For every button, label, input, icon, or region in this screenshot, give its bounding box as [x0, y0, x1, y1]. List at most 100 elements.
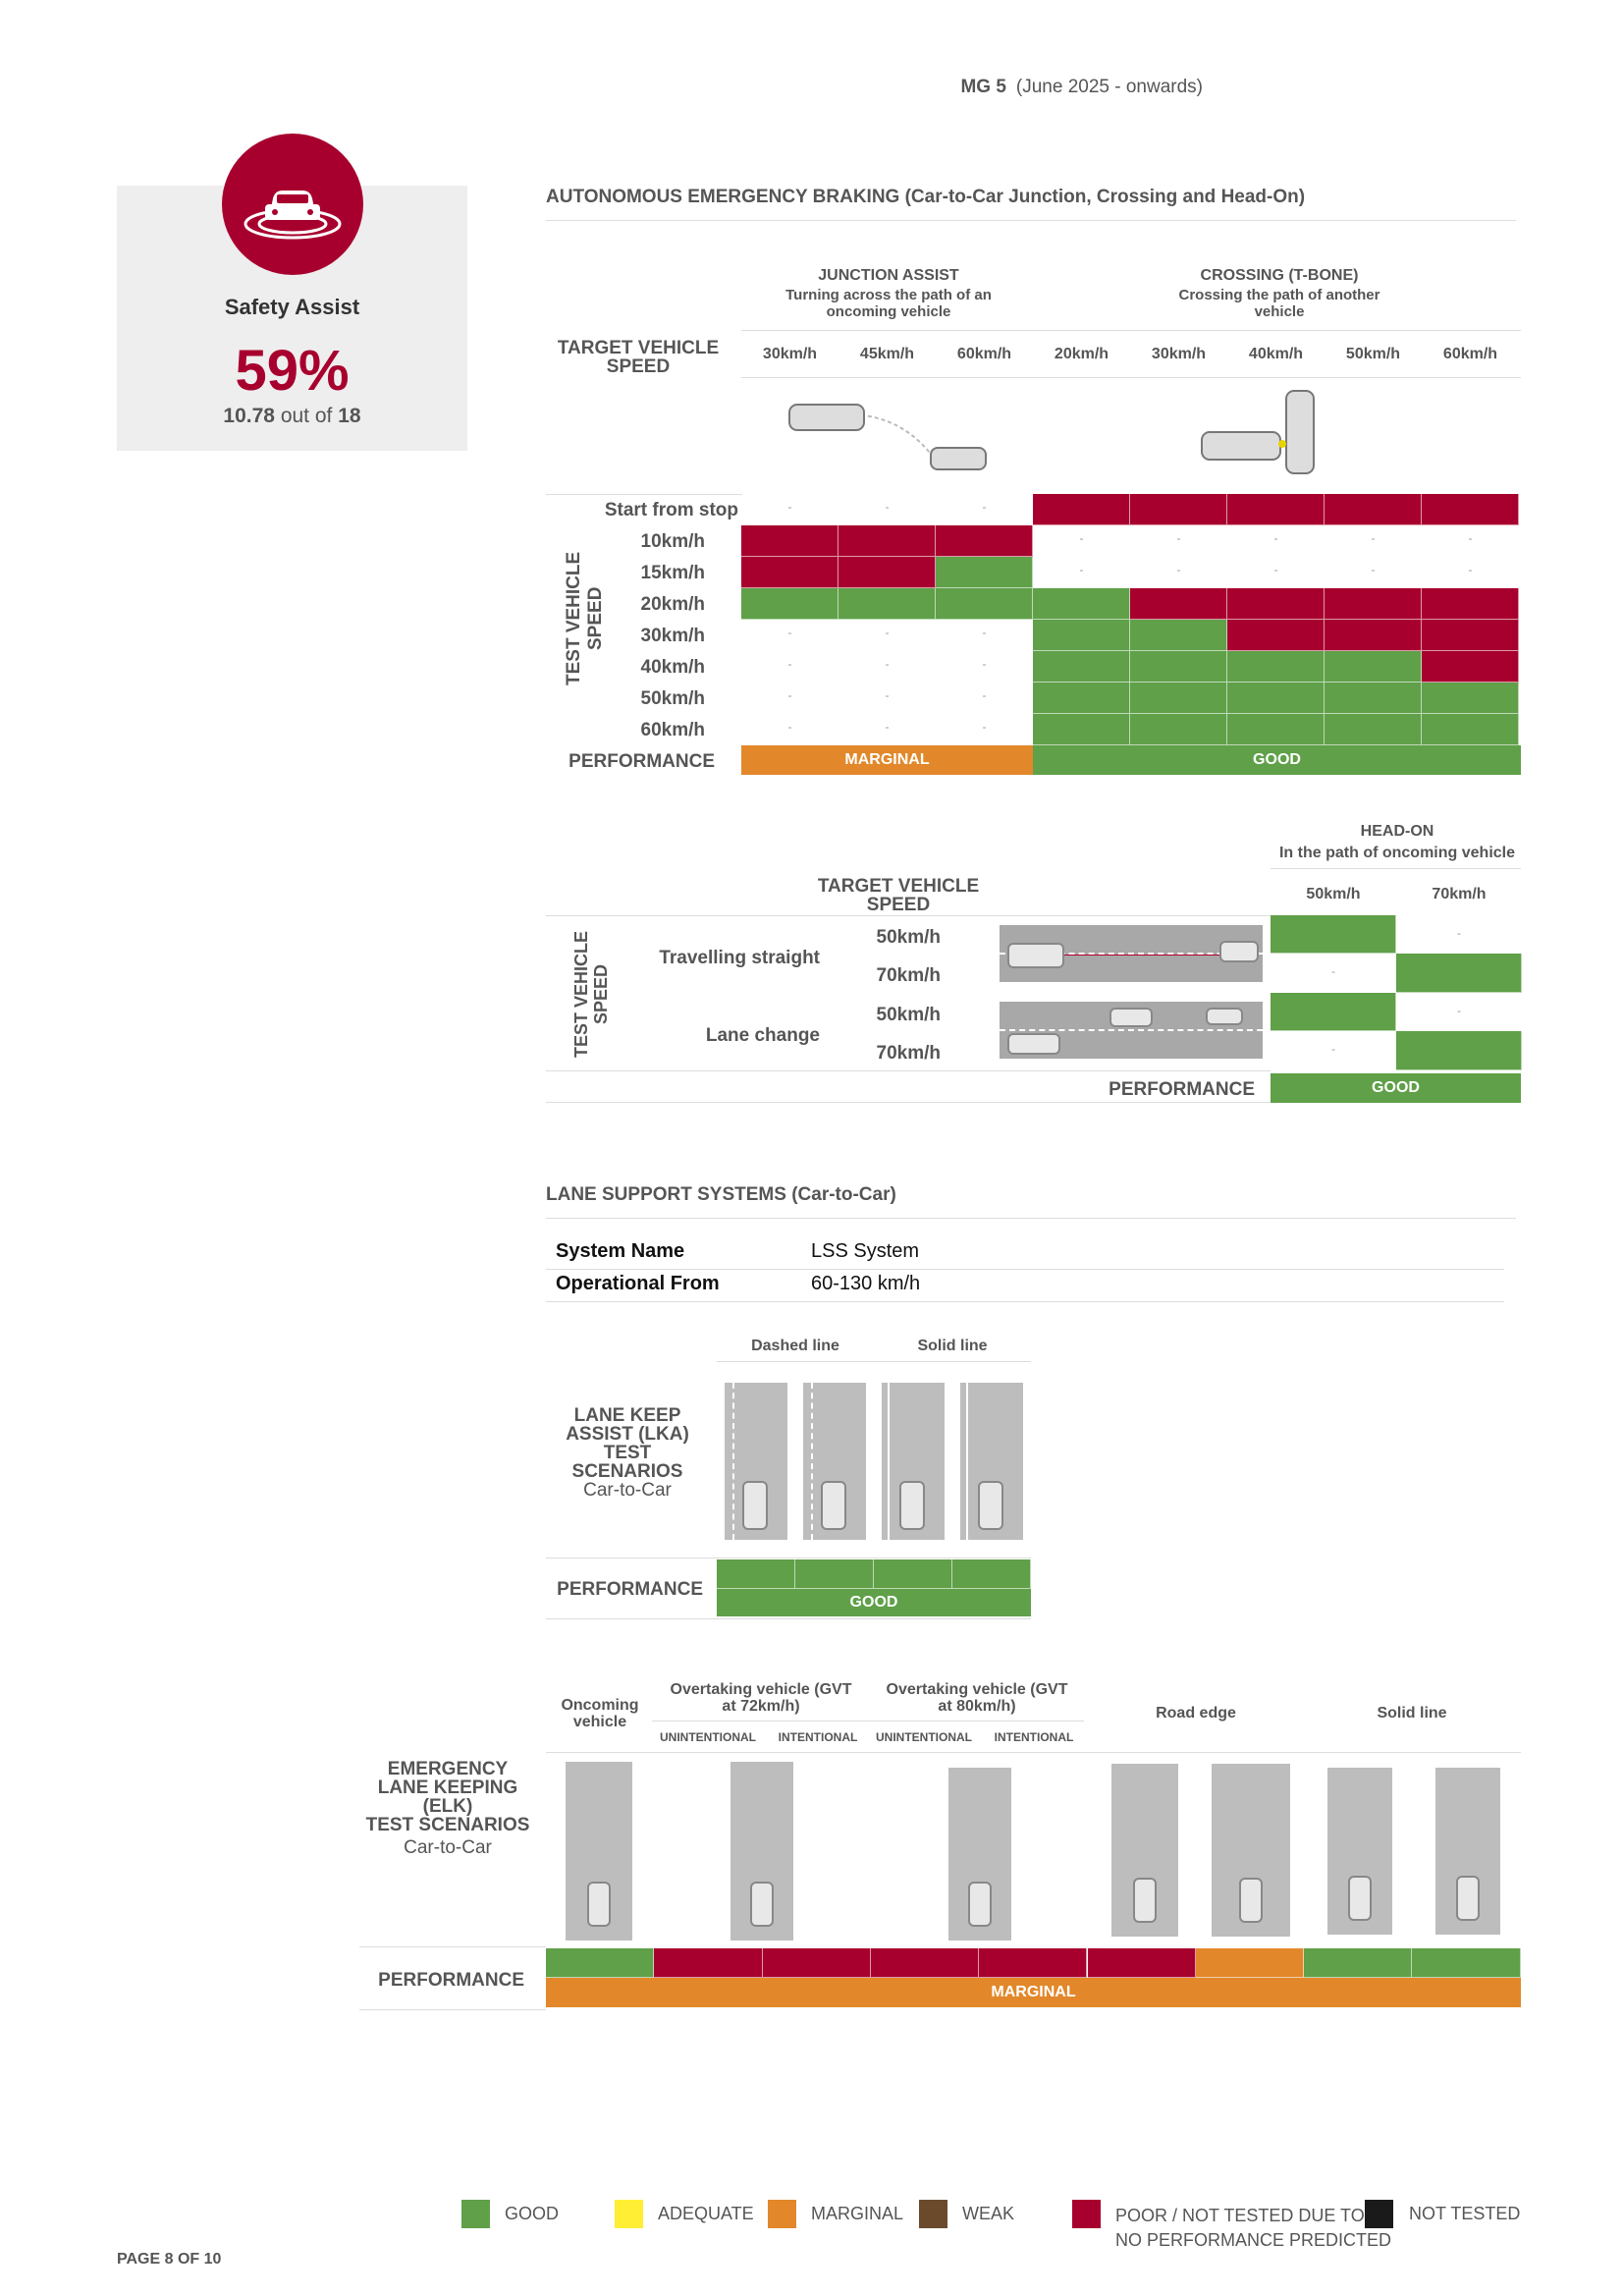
- lane-line: [732, 1383, 734, 1540]
- car-icon: [968, 1882, 992, 1927]
- lss-section-title: LANE SUPPORT SYSTEMS (Car-to-Car): [546, 1184, 896, 1205]
- aeb-cell-empty: -: [885, 688, 890, 702]
- aeb-cell-empty: -: [1079, 531, 1084, 545]
- aeb-title-rule: [546, 220, 1516, 221]
- aeb-cell-empty: -: [982, 688, 987, 702]
- aeb-row-label: 15km/h: [640, 563, 705, 583]
- elk-scenario-illustration: [730, 1762, 793, 1941]
- page-number: PAGE 8 OF 10: [117, 2251, 222, 2268]
- aeb-cell: [936, 525, 1033, 557]
- aeb-cell-empty: -: [885, 657, 890, 671]
- elk-subheader: INTENTIONAL: [778, 1730, 858, 1744]
- aeb-cell: [1325, 588, 1422, 620]
- legend-good: GOOD: [505, 2204, 560, 2223]
- aeb-cell-empty: -: [787, 688, 792, 702]
- aeb-row-label: 10km/h: [640, 531, 705, 552]
- elk-cell: [1195, 1948, 1305, 1978]
- lss-system-name: LSS System: [811, 1240, 920, 1262]
- legend-adequate-swatch: [615, 2200, 643, 2228]
- aeb-cell: [839, 588, 936, 620]
- safety-assist-score: 10.78 out of 18: [117, 405, 467, 428]
- legend-not-tested-swatch: [1365, 2200, 1393, 2228]
- lka-scenario-illustration: [725, 1383, 787, 1540]
- aeb-cell: [1130, 651, 1227, 683]
- lka-performance-label: PERFORMANCE: [557, 1579, 703, 1600]
- crossing-title: CROSSING (T-BONE): [1200, 267, 1359, 284]
- aeb-speed-header: 30km/h: [1151, 346, 1207, 362]
- lka-solid-header: Solid line: [917, 1338, 988, 1354]
- aeb-cell: [1033, 683, 1130, 714]
- aeb-speed-header: 50km/h: [1345, 346, 1401, 362]
- aeb-cell-empty: -: [885, 626, 890, 639]
- headon-end-rule: [546, 1102, 1271, 1103]
- junction-performance-bar: MARGINAL: [741, 745, 1033, 775]
- page-header: MG 5 (June 2025 - onwards): [960, 77, 1203, 98]
- aeb-cell: [1227, 620, 1325, 651]
- elk-performance-bar: MARGINAL: [546, 1978, 1521, 2007]
- aeb-cell: [1227, 714, 1325, 745]
- model-period: (June 2025 - onwards): [1015, 77, 1203, 97]
- aeb-cell: [1422, 494, 1519, 525]
- aeb-cell-empty: -: [1273, 531, 1278, 545]
- junction-illustration: [785, 393, 992, 481]
- elk-solid-line-header: Solid line: [1377, 1705, 1447, 1722]
- aeb-cell-empty: -: [1371, 563, 1376, 576]
- elk-cell: [546, 1948, 655, 1978]
- aeb-cell-empty: -: [885, 500, 890, 514]
- headon-performance-label: PERFORMANCE: [1109, 1079, 1255, 1100]
- lane-line: [888, 1383, 890, 1540]
- aeb-cell: [936, 588, 1033, 620]
- lka-cell: [795, 1559, 874, 1589]
- aeb-speed-header: 30km/h: [762, 346, 818, 362]
- elk-cell: [870, 1948, 980, 1978]
- lane-line: [811, 1383, 813, 1540]
- aeb-group-rule: [741, 330, 1521, 331]
- elk-end-rule: [359, 2009, 546, 2010]
- aeb-row-label: 30km/h: [640, 626, 705, 646]
- elk-label: EMERGENCY LANE KEEPING (ELK) TEST SCENAR…: [365, 1759, 530, 1858]
- legend-weak: WEAK: [962, 2204, 1015, 2223]
- aeb-cell: [1130, 494, 1227, 525]
- lka-scenario-illustration: [960, 1383, 1023, 1540]
- car-icon: [1456, 1876, 1480, 1921]
- model-name: MG 5: [960, 77, 1006, 97]
- elk-overtaking72-header: Overtaking vehicle (GVT at 72km/h): [670, 1681, 852, 1715]
- elk-cell: [1412, 1948, 1521, 1978]
- aeb-cell: [1033, 651, 1130, 683]
- aeb-cell: [741, 588, 839, 620]
- car-icon: [978, 1481, 1003, 1530]
- headon-straight-illustration: [1000, 925, 1263, 982]
- headon-cell-empty: -: [1331, 964, 1335, 978]
- aeb-cell: [1422, 683, 1519, 714]
- score-out-of: out of: [280, 405, 333, 427]
- legend-not-tested: NOT TESTED: [1409, 2204, 1521, 2223]
- aeb-cell-empty: -: [1176, 563, 1181, 576]
- lka-dashed-header: Dashed line: [751, 1338, 839, 1354]
- aeb-cell-empty: -: [787, 500, 792, 514]
- headon-cell-empty: -: [1331, 1042, 1335, 1056]
- aeb-section-title: AUTONOMOUS EMERGENCY BRAKING (Car-to-Car…: [546, 187, 1306, 207]
- headon-cell-empty: -: [1457, 1004, 1461, 1017]
- elk-subheader: UNINTENTIONAL: [660, 1730, 756, 1744]
- legend-weak-swatch: [919, 2200, 947, 2228]
- lka-cell: [952, 1559, 1031, 1589]
- headon-scenario-straight: Travelling straight: [659, 948, 820, 968]
- safety-assist-percent: 59%: [235, 339, 350, 403]
- score-max: 18: [338, 405, 361, 427]
- elk-scenario-illustration: [566, 1762, 632, 1941]
- aeb-cell-empty: -: [1468, 531, 1473, 545]
- elk-cell: [1087, 1948, 1196, 1978]
- elk-cell: [979, 1948, 1088, 1978]
- lss-operational-label: Operational From: [556, 1273, 720, 1294]
- legend-good-swatch: [461, 2200, 490, 2228]
- elk-scenario-illustration: [1435, 1768, 1500, 1935]
- aeb-speed-header: 60km/h: [956, 346, 1012, 362]
- aeb-cell-empty: -: [1468, 563, 1473, 576]
- car-icon: [742, 1481, 768, 1530]
- aeb-cell-empty: -: [885, 720, 890, 734]
- crossing-illustration: [1198, 387, 1335, 481]
- aeb-cell-empty: -: [787, 720, 792, 734]
- legend-marginal-swatch: [768, 2200, 796, 2228]
- aeb-cell: [1033, 714, 1130, 745]
- elk-overtaking80-header: Overtaking vehicle (GVT at 80km/h): [886, 1681, 1068, 1715]
